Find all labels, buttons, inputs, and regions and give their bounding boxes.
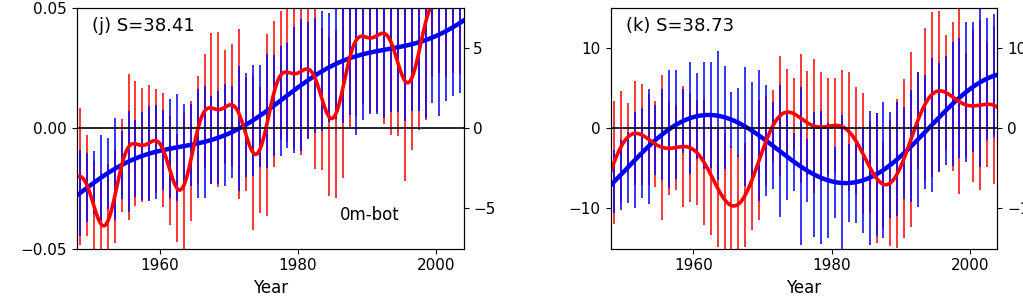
X-axis label: Year: Year xyxy=(253,279,287,297)
Text: (j) S=38.41: (j) S=38.41 xyxy=(92,17,195,35)
Text: (k) S=38.73: (k) S=38.73 xyxy=(626,17,735,35)
Text: 0m-bot: 0m-bot xyxy=(340,206,400,224)
X-axis label: Year: Year xyxy=(787,279,821,297)
